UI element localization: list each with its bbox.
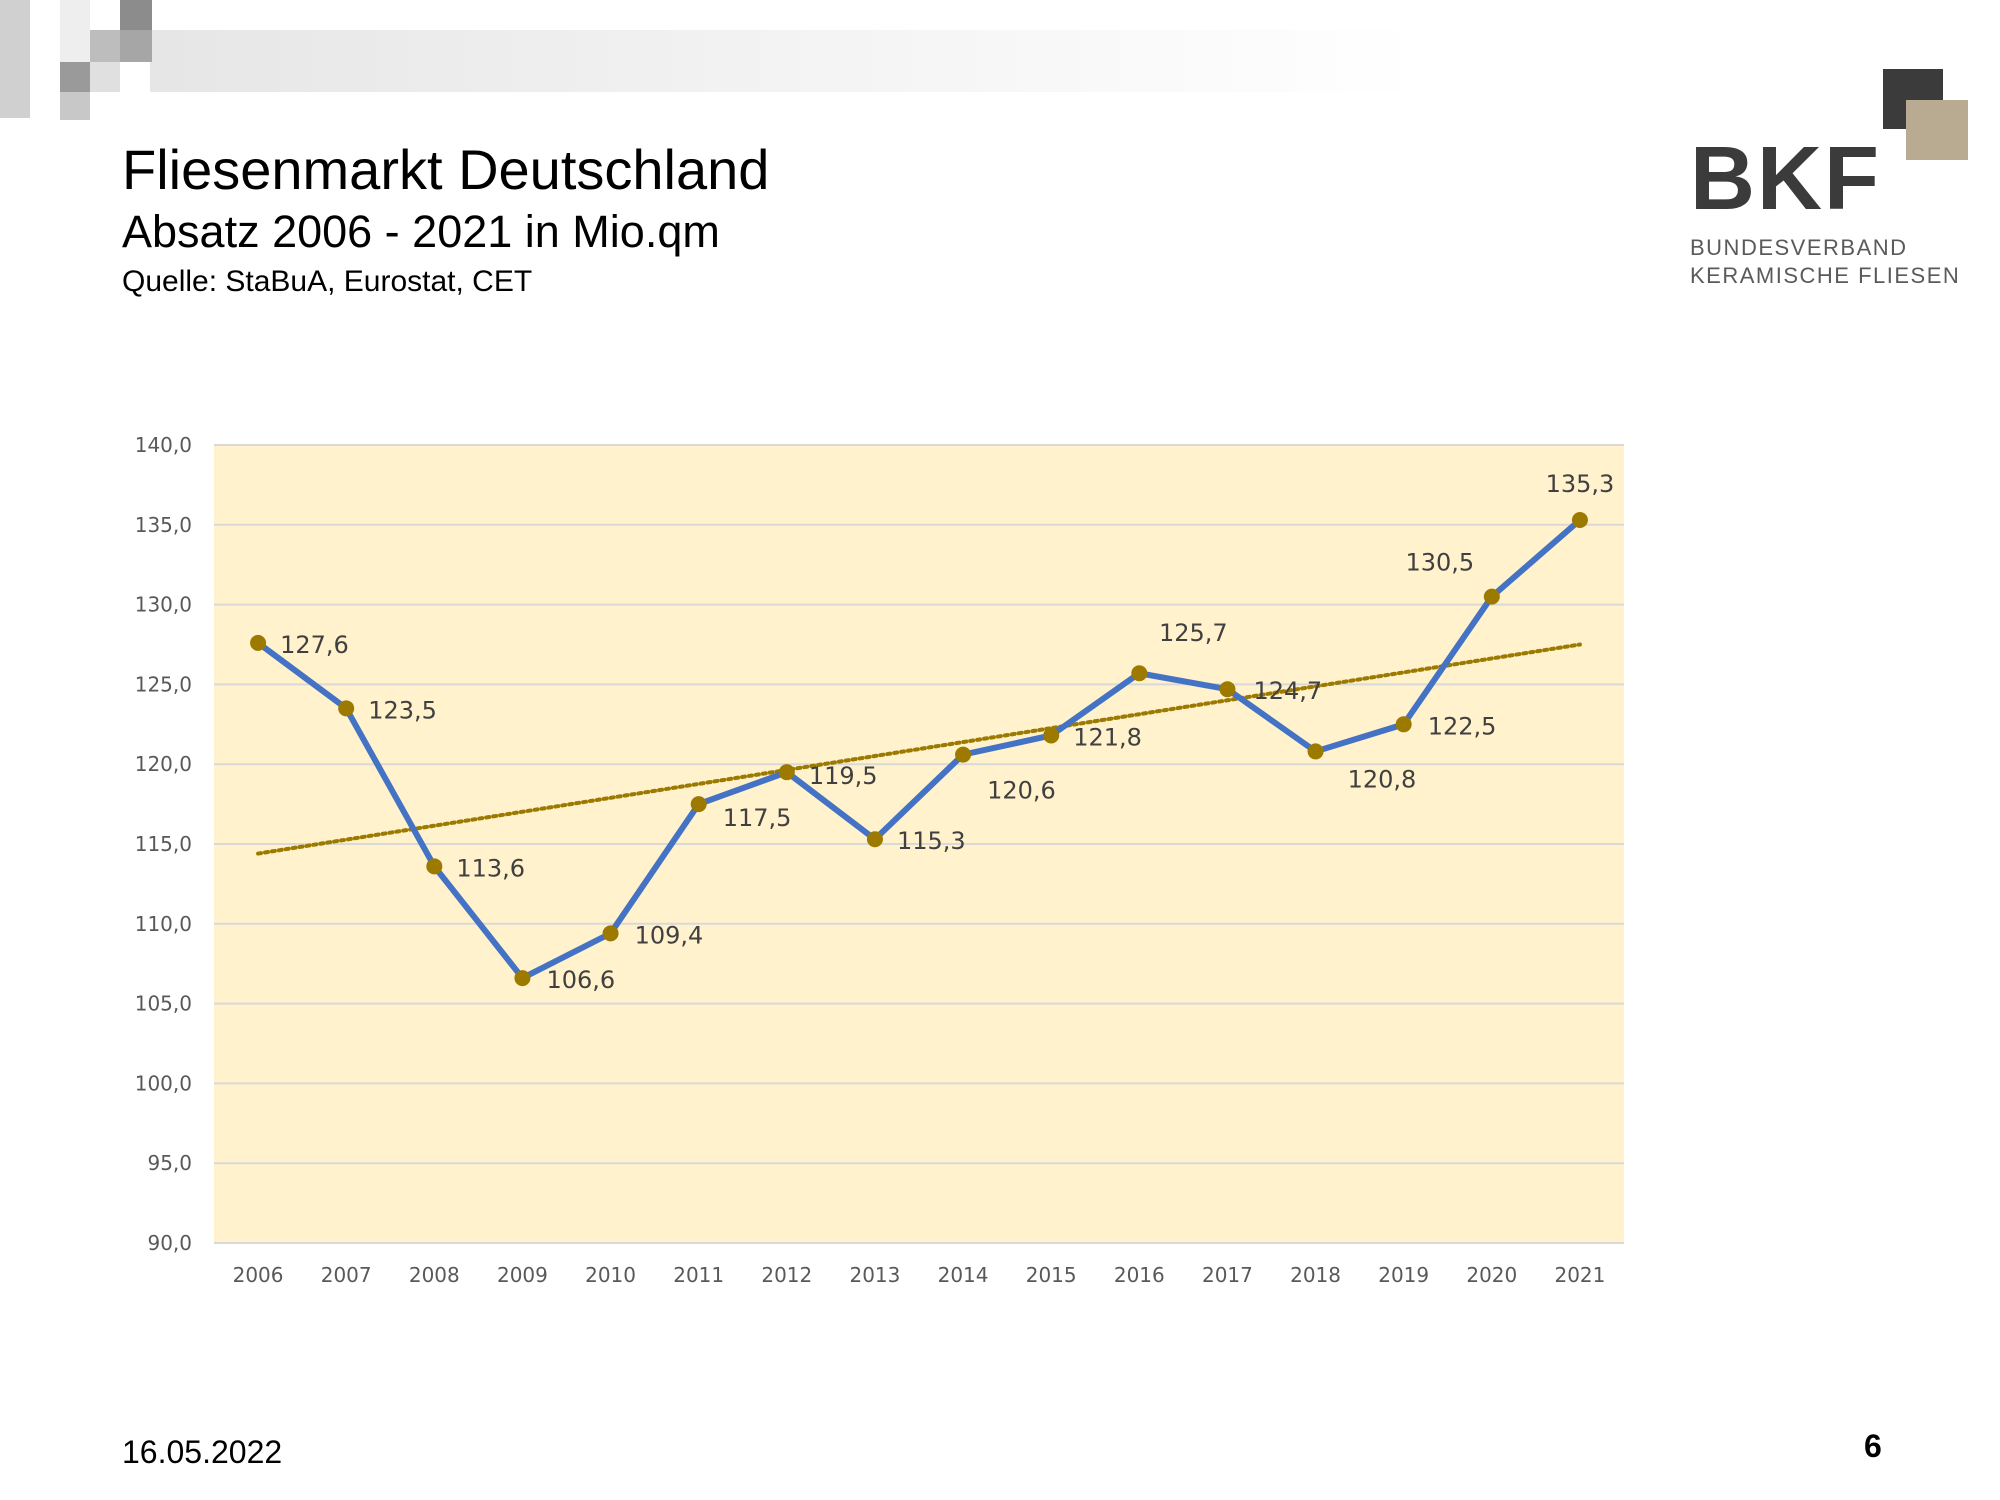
y-tick-label: 95,0: [147, 1151, 192, 1175]
x-tick-label: 2006: [233, 1263, 284, 1287]
logo-text: BKF BUNDESVERBAND KERAMISCHE FLIESEN: [1690, 134, 1960, 290]
slide-date: 16.05.2022: [122, 1434, 283, 1470]
data-point: [426, 858, 443, 875]
data-point: [1043, 727, 1060, 744]
y-tick-label: 90,0: [147, 1231, 192, 1255]
x-tick-label: 2009: [497, 1263, 548, 1287]
x-tick-label: 2013: [849, 1263, 900, 1287]
x-tick-label: 2021: [1554, 1263, 1605, 1287]
data-point: [778, 764, 795, 781]
y-tick-label: 140,0: [135, 433, 192, 457]
page-number: 6: [1864, 1428, 1882, 1464]
x-tick-label: 2020: [1466, 1263, 1517, 1287]
data-label: 127,6: [280, 631, 349, 659]
data-label: 117,5: [723, 804, 792, 832]
data-point: [1131, 665, 1148, 682]
x-tick-label: 2015: [1026, 1263, 1077, 1287]
data-point: [602, 925, 619, 942]
x-tick-label: 2012: [761, 1263, 812, 1287]
x-tick-label: 2007: [321, 1263, 372, 1287]
header-decoration: [0, 0, 1420, 120]
data-label: 106,6: [546, 966, 615, 994]
data-point: [1219, 681, 1236, 698]
data-label: 130,5: [1405, 549, 1474, 577]
data-label: 120,8: [1348, 765, 1417, 793]
data-point: [250, 634, 267, 651]
title-block: Fliesenmarkt Deutschland Absatz 2006 - 2…: [122, 136, 1522, 302]
x-tick-label: 2018: [1290, 1263, 1341, 1287]
trendline: [256, 642, 1582, 856]
data-label: 121,8: [1073, 723, 1142, 751]
slide-title: Fliesenmarkt Deutschland: [122, 138, 770, 201]
data-point: [866, 831, 883, 848]
data-label: 109,4: [635, 921, 704, 949]
x-tick-label: 2008: [409, 1263, 460, 1287]
data-point: [1571, 512, 1588, 529]
x-tick-label: 2011: [673, 1263, 724, 1287]
y-tick-label: 110,0: [135, 912, 192, 936]
slide-subtitle: Absatz 2006 - 2021 in Mio.qm: [122, 206, 720, 257]
logo-line-2: KERAMISCHE FLIESEN: [1690, 263, 1961, 288]
data-label: 122,5: [1428, 712, 1497, 740]
data-label: 113,6: [456, 854, 525, 882]
logo-abbreviation: BKF: [1690, 129, 1881, 229]
data-label: 124,7: [1253, 677, 1322, 705]
data-point: [690, 796, 707, 813]
data-label: 125,7: [1159, 619, 1228, 647]
logo-line-1: BUNDESVERBAND: [1690, 235, 1908, 260]
slide-source: Quelle: StaBuA, Eurostat, CET: [122, 265, 533, 298]
data-point: [514, 970, 531, 987]
x-tick-label: 2016: [1114, 1263, 1165, 1287]
y-tick-label: 120,0: [135, 752, 192, 776]
data-label: 120,6: [987, 777, 1056, 805]
y-tick-label: 130,0: [135, 593, 192, 617]
x-tick-label: 2017: [1202, 1263, 1253, 1287]
data-point: [1307, 743, 1324, 760]
data-point: [338, 700, 355, 717]
data-label: 115,3: [897, 827, 966, 855]
x-tick-label: 2010: [585, 1263, 636, 1287]
y-tick-label: 115,0: [135, 832, 192, 856]
data-label: 123,5: [368, 696, 437, 724]
data-point: [1483, 588, 1500, 605]
y-tick-label: 125,0: [135, 672, 192, 696]
data-label: 135,3: [1546, 470, 1615, 498]
data-point: [1395, 716, 1412, 733]
y-tick-label: 135,0: [135, 513, 192, 537]
series-line: [255, 517, 1583, 982]
x-tick-label: 2014: [938, 1263, 989, 1287]
y-tick-label: 105,0: [135, 992, 192, 1016]
x-tick-label: 2019: [1378, 1263, 1429, 1287]
data-point: [955, 746, 972, 763]
bkf-logo-icon: [1883, 69, 1968, 160]
data-label: 119,5: [809, 762, 878, 790]
y-tick-label: 100,0: [135, 1071, 192, 1095]
